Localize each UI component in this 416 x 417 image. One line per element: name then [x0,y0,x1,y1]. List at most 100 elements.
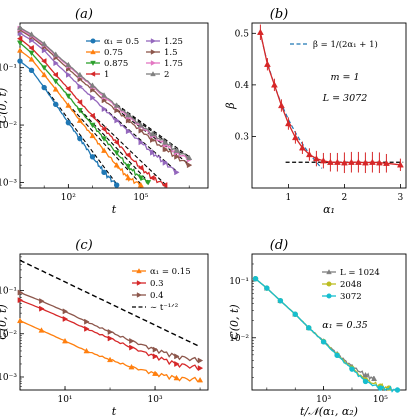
data-point [396,161,404,168]
series-line [19,259,201,348]
data-point [52,86,59,92]
data-point [53,60,59,67]
panel-d: 10³ 10⁵ 10⁻² 10⁻¹ t/𝒩(α₁, α₂) C(0, t) L = 1024… [228,238,407,417]
data-point [125,152,131,159]
legend: α₁ = 0.15 0.3 0.4 ∼ t⁻¹ᐟ² [132,267,191,313]
legend-entry: 1.25 [146,37,183,47]
data-point [161,182,168,189]
data-point [28,44,34,52]
data-point [17,289,24,296]
legend-marker [326,269,332,275]
data-point [326,158,334,165]
data-point [340,159,348,166]
data-point [107,335,114,342]
data-point [89,122,96,129]
data-point [361,159,369,166]
data-point [382,159,390,166]
data-point [162,159,169,166]
data-point [52,101,59,107]
data-point [38,327,45,333]
data-point [354,158,362,165]
data-point [107,328,114,335]
data-point [101,106,108,113]
data-point [362,378,369,385]
y-tick-label: 10⁻³ [0,178,17,188]
legend-marker [136,268,142,274]
data-point [174,353,180,360]
legend-label: 1.5 [164,48,178,58]
data-point [394,387,401,393]
data-point [162,146,169,153]
data-point [65,93,72,100]
data-point [41,58,47,65]
y-tick-label: 10⁻² [229,334,249,344]
legend-label: 0.3 [150,279,164,289]
y-tick-label: 10⁻¹ [0,287,17,297]
data-point [100,126,107,133]
x-ticks: 10² 10⁵ [19,184,190,203]
theory-curve [259,33,323,169]
plot-frame [251,22,407,189]
series-data [256,24,404,174]
data-point [137,121,144,128]
legend-entry: 0.4 [132,291,164,301]
data-point [77,135,83,142]
data-point [125,117,132,124]
data-point [28,67,35,73]
data-point [291,133,299,141]
data-point [39,298,45,305]
data-point [101,147,108,153]
data-point [41,71,48,78]
series-line [19,49,142,187]
data-point [277,101,285,109]
series-2 [252,276,392,391]
legend-marker [326,281,332,287]
legend-marker [150,38,156,44]
data-point [277,298,284,304]
legend-label: 3072 [340,292,362,302]
legend-entry: L = 1024 [322,268,380,278]
fit-line [92,114,166,185]
data-point [83,347,90,354]
data-point [28,31,35,37]
y-axis-label: C(0, t) [0,304,9,339]
series-3 [16,40,152,186]
data-point [125,111,132,118]
legend-marker [90,49,96,55]
fit-line [67,104,142,185]
data-point [125,128,132,135]
x-tick-label: 3 [398,193,404,203]
legend-label: α₁ = 0.15 [150,267,191,277]
legend-entry: α₁ = 0.5 [86,37,139,47]
data-point [125,174,132,181]
data-point [334,352,340,359]
data-point [41,65,48,71]
panel-c: 10¹ 10³ 10⁻³ 10⁻² 10⁻¹ t C(0, t) α₁ = 0.15 0.3 0.… [0,238,209,417]
data-point [312,155,320,162]
data-point [62,308,69,315]
data-point [152,370,159,376]
x-tick-label: 2 [342,193,348,203]
data-point [319,157,327,164]
data-point [362,371,369,378]
data-point [197,376,204,383]
data-point [197,365,204,372]
data-point [114,117,120,124]
legend-label: 1 [104,70,109,80]
data-point [101,169,107,176]
series-1 [17,58,120,188]
legend-marker [90,71,96,77]
legend-label: 1.25 [164,37,183,47]
data-point [17,58,23,64]
legend-label: 0.75 [104,48,123,58]
y-tick-label: 0.3 [235,132,250,142]
data-point [252,276,259,282]
legend-marker [136,292,142,298]
x-ticks: 10³ 10⁵ [266,386,388,405]
data-point [113,182,120,188]
y-tick-label: 10⁻¹ [229,277,249,287]
x-tick-label: 10¹ [57,395,72,405]
data-point [375,159,383,166]
